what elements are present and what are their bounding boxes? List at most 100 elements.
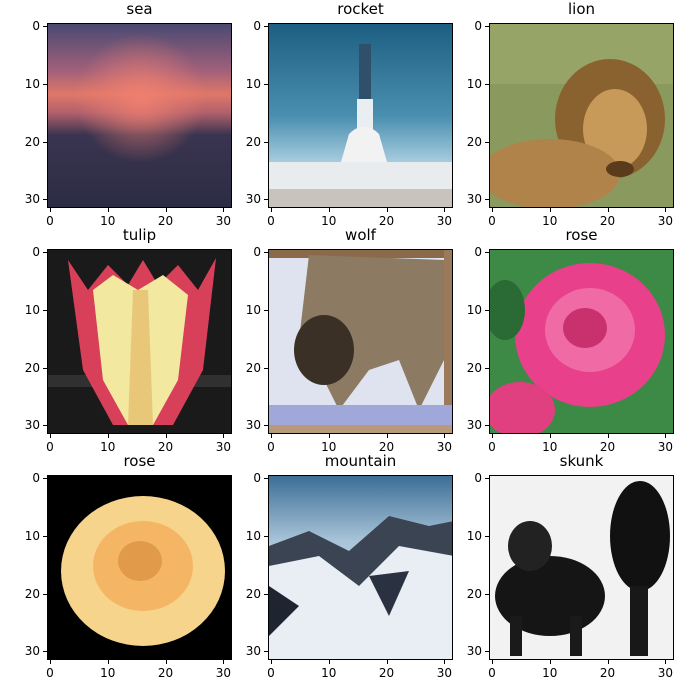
x-tick-label: 0 <box>46 214 54 228</box>
x-tick-label: 30 <box>436 666 452 680</box>
y-tick-mark <box>264 477 268 479</box>
x-tick-label: 0 <box>488 440 496 454</box>
x-tick-label: 10 <box>542 666 558 680</box>
y-tick-mark <box>485 425 489 427</box>
subplot-title: mountain <box>324 452 397 470</box>
y-tick-mark <box>485 25 489 27</box>
x-tick-label: 20 <box>378 666 395 680</box>
y-tick-mark <box>264 367 268 369</box>
y-tick-mark <box>485 251 489 253</box>
x-tick-mark <box>491 660 493 664</box>
x-tick-mark <box>665 434 667 438</box>
y-tick-label: 30 <box>24 418 40 433</box>
y-tick-label: 20 <box>245 586 261 601</box>
subplot-title: wolf <box>345 226 376 244</box>
y-tick-mark <box>43 83 47 85</box>
y-tick-label: 20 <box>24 134 40 149</box>
y-tick-label: 10 <box>24 302 40 317</box>
y-tick-label: 10 <box>466 528 482 543</box>
x-tick-mark <box>444 434 446 438</box>
x-tick-mark <box>549 208 551 212</box>
x-tick-mark <box>107 208 109 212</box>
x-tick-label: 0 <box>488 214 496 228</box>
y-tick-mark <box>485 593 489 595</box>
y-tick-label: 0 <box>474 244 482 259</box>
y-tick-label: 20 <box>466 134 482 149</box>
x-tick-label: 10 <box>100 666 116 680</box>
y-tick-label: 0 <box>32 244 40 259</box>
x-tick-label: 20 <box>599 666 616 680</box>
x-tick-mark <box>607 434 609 438</box>
image-lion <box>489 23 674 208</box>
x-tick-mark <box>223 660 225 664</box>
y-tick-mark <box>43 367 47 369</box>
x-tick-label: 10 <box>100 214 116 228</box>
y-tick-mark <box>485 367 489 369</box>
y-tick-label: 10 <box>24 76 40 91</box>
x-tick-mark <box>607 208 609 212</box>
x-tick-label: 10 <box>321 214 337 228</box>
x-tick-label: 0 <box>267 666 275 680</box>
x-tick-mark <box>386 434 388 438</box>
x-tick-mark <box>444 660 446 664</box>
x-tick-mark <box>49 208 51 212</box>
y-tick-label: 0 <box>253 470 261 485</box>
x-tick-label: 30 <box>215 666 231 680</box>
y-tick-mark <box>43 25 47 27</box>
x-tick-label: 30 <box>215 440 231 454</box>
x-tick-label: 0 <box>46 666 54 680</box>
y-tick-mark <box>43 141 47 143</box>
subplot-wolf: wolf <box>268 226 453 434</box>
y-tick-mark <box>485 309 489 311</box>
x-tick-mark <box>549 434 551 438</box>
y-tick-mark <box>485 477 489 479</box>
y-tick-mark <box>43 251 47 253</box>
x-tick-label: 20 <box>157 666 174 680</box>
y-tick-mark <box>43 309 47 311</box>
x-tick-mark <box>665 660 667 664</box>
y-tick-label: 0 <box>32 470 40 485</box>
x-tick-mark <box>165 208 167 212</box>
x-tick-label: 20 <box>157 440 174 454</box>
y-tick-mark <box>264 593 268 595</box>
x-tick-mark <box>49 660 51 664</box>
y-tick-label: 30 <box>466 192 482 207</box>
subplot-title: rocket <box>337 0 384 18</box>
x-tick-label: 0 <box>488 666 496 680</box>
x-tick-label: 30 <box>657 214 673 228</box>
y-tick-label: 10 <box>24 528 40 543</box>
y-tick-mark <box>43 477 47 479</box>
subplot-title: rose <box>123 452 156 470</box>
x-tick-mark <box>328 660 330 664</box>
image-rose-yellow <box>47 475 232 660</box>
image-wolf <box>268 249 453 434</box>
x-tick-mark <box>665 208 667 212</box>
x-tick-label: 20 <box>378 440 395 454</box>
y-tick-mark <box>43 651 47 653</box>
y-tick-label: 0 <box>253 18 261 33</box>
x-tick-label: 0 <box>267 440 275 454</box>
y-tick-label: 0 <box>474 470 482 485</box>
y-tick-label: 20 <box>245 360 261 375</box>
x-tick-mark <box>328 434 330 438</box>
subplot-rose-yellow: rose <box>47 452 232 660</box>
x-tick-label: 10 <box>100 440 116 454</box>
image-sea <box>47 23 232 208</box>
x-tick-mark <box>491 434 493 438</box>
x-tick-label: 20 <box>378 214 395 228</box>
subplot-rocket: rocket <box>268 0 453 208</box>
image-rocket <box>268 23 453 208</box>
x-tick-label: 30 <box>657 666 673 680</box>
x-tick-label: 30 <box>436 214 452 228</box>
y-tick-label: 10 <box>466 76 482 91</box>
x-tick-mark <box>386 208 388 212</box>
x-tick-mark <box>107 434 109 438</box>
y-tick-label: 20 <box>24 360 40 375</box>
x-tick-label: 0 <box>46 440 54 454</box>
x-tick-label: 10 <box>321 666 337 680</box>
image-tulip <box>47 249 232 434</box>
y-tick-mark <box>264 199 268 201</box>
y-tick-label: 30 <box>245 192 261 207</box>
subplot-title: skunk <box>559 452 604 470</box>
x-tick-mark <box>223 434 225 438</box>
